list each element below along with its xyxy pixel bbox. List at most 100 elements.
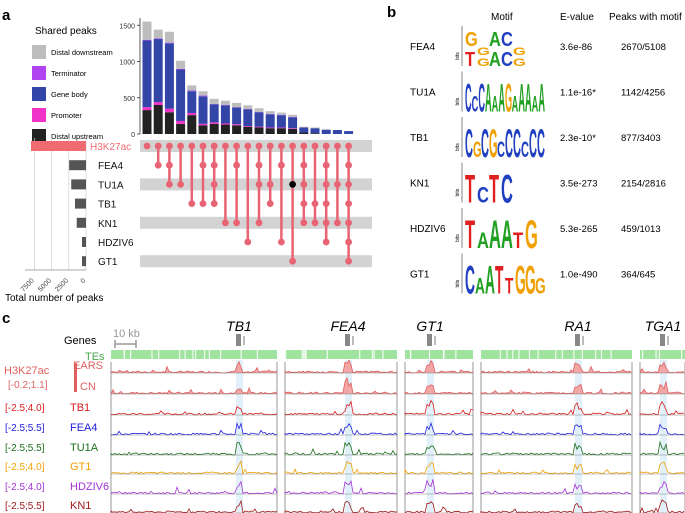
te-gap <box>301 350 303 359</box>
signal-track <box>404 445 474 456</box>
logo-letter: A <box>501 213 513 257</box>
intersection-bar-segment <box>288 117 298 129</box>
signal-fill <box>285 377 397 394</box>
te-gap <box>655 350 657 359</box>
logo-letter: A <box>485 77 492 121</box>
gene-model <box>243 336 245 345</box>
set-size-tick-label: 2500 <box>54 277 70 293</box>
logo-letter: A <box>489 213 501 257</box>
logo-letter: C <box>478 77 485 121</box>
matrix-dot <box>255 142 263 150</box>
motif-tf-name: HDZIV6 <box>410 224 446 235</box>
te-band <box>481 350 632 359</box>
intersection-bar-segment <box>220 123 230 125</box>
legend-label: Terminator <box>51 69 87 78</box>
intersection-bar-segment <box>310 127 320 129</box>
logo-letter: A <box>518 77 525 121</box>
legend-title: Shared peaks <box>35 26 97 37</box>
te-gap <box>555 350 557 359</box>
set-labels: H3K27ac FEA4 TU1A TB1 KN1 HDZIV6 GT1 <box>90 142 134 268</box>
signal-track <box>480 482 632 495</box>
matrix-dot <box>311 200 319 208</box>
signal-track <box>110 459 278 476</box>
intersection-bar-segment <box>198 125 208 134</box>
intersection-bar-segment <box>164 31 174 43</box>
intersection-bar-segment <box>164 112 174 134</box>
signal-track <box>404 421 474 436</box>
matrix-dot <box>210 200 218 208</box>
matrix-dot <box>188 142 196 150</box>
te-band <box>285 350 397 359</box>
locus-highlight <box>427 360 434 513</box>
signal-track <box>284 359 398 374</box>
set-size-bar <box>82 237 86 247</box>
signal-fill <box>640 362 685 373</box>
logo-letter: A <box>538 77 545 121</box>
intersection-bar-segment <box>142 40 152 108</box>
te-gap <box>512 350 514 359</box>
intersection-bar-segment <box>254 126 264 128</box>
matrix-dot <box>278 142 285 150</box>
motif-peaks: 877/3403 <box>621 133 661 144</box>
matrix-dot <box>177 181 185 188</box>
logo-letter: A <box>498 77 505 121</box>
intersection-bar-segment <box>232 102 242 108</box>
motif-table: Motif E-value Peaks with motif FEA4 3.6e-… <box>410 12 682 303</box>
te-gap <box>642 350 644 359</box>
signal-track <box>110 480 278 495</box>
set-label: H3K27ac <box>90 142 131 153</box>
te-gap <box>123 350 125 359</box>
te-gap <box>192 350 194 359</box>
intersection-bar-segment <box>198 95 208 97</box>
intersection-bar-segment <box>276 127 286 129</box>
motif-peaks: 459/1013 <box>621 224 661 235</box>
intersection-bar-segment <box>209 104 219 123</box>
te-gap <box>371 350 373 359</box>
matrix-dot <box>322 200 330 208</box>
track-label: TB1 <box>70 402 90 414</box>
signal-fill <box>285 360 397 373</box>
logo-letter: G <box>473 137 482 162</box>
te-gap <box>285 350 287 359</box>
te-gap <box>158 350 160 359</box>
matrix-dot <box>154 142 162 150</box>
locus-title: FEA4 <box>330 318 365 334</box>
intersection-bar-segment <box>288 114 298 117</box>
te-gap <box>240 350 242 359</box>
logo-letter: C <box>513 122 521 167</box>
signal-track <box>639 381 685 395</box>
set-size-bar <box>31 141 86 151</box>
motif-peaks: 364/645 <box>621 270 655 281</box>
matrix-dot <box>255 219 263 227</box>
logo-letter: G <box>525 213 538 257</box>
signal-track <box>404 462 474 475</box>
logo-letter: A <box>512 92 519 117</box>
te-gap <box>455 350 457 359</box>
track-range: [-2.5;4.0] <box>5 403 45 414</box>
logo-letter: A <box>485 259 495 303</box>
signal-track <box>639 423 685 436</box>
panel-label-c: c <box>2 310 10 327</box>
logo-letter: T <box>489 167 499 211</box>
intersection-bar-segment <box>187 90 197 92</box>
intersection-bar-segment <box>176 60 186 69</box>
signal-track <box>404 359 474 374</box>
logo-letter: A <box>477 229 489 254</box>
signal-track <box>110 360 278 374</box>
locus-title: RA1 <box>564 318 591 334</box>
signal-track <box>480 442 632 456</box>
te-gap <box>499 350 501 359</box>
intersection-bar-segment <box>220 100 230 105</box>
legend-swatch <box>32 87 46 101</box>
h3k27ac-range: [-0.2;1.1] <box>8 380 48 391</box>
te-gap <box>305 350 307 359</box>
gene-model <box>667 336 669 345</box>
matrix-row-band <box>140 255 372 268</box>
logo-letter: G <box>505 77 512 121</box>
motif-evalue: 3.6e-86 <box>560 42 592 53</box>
logo-bits-label: bits <box>455 234 461 242</box>
track-range: [-2.5;5.5] <box>5 501 45 512</box>
track-label: TU1A <box>70 442 99 454</box>
intersection-bar-segment <box>198 91 208 96</box>
